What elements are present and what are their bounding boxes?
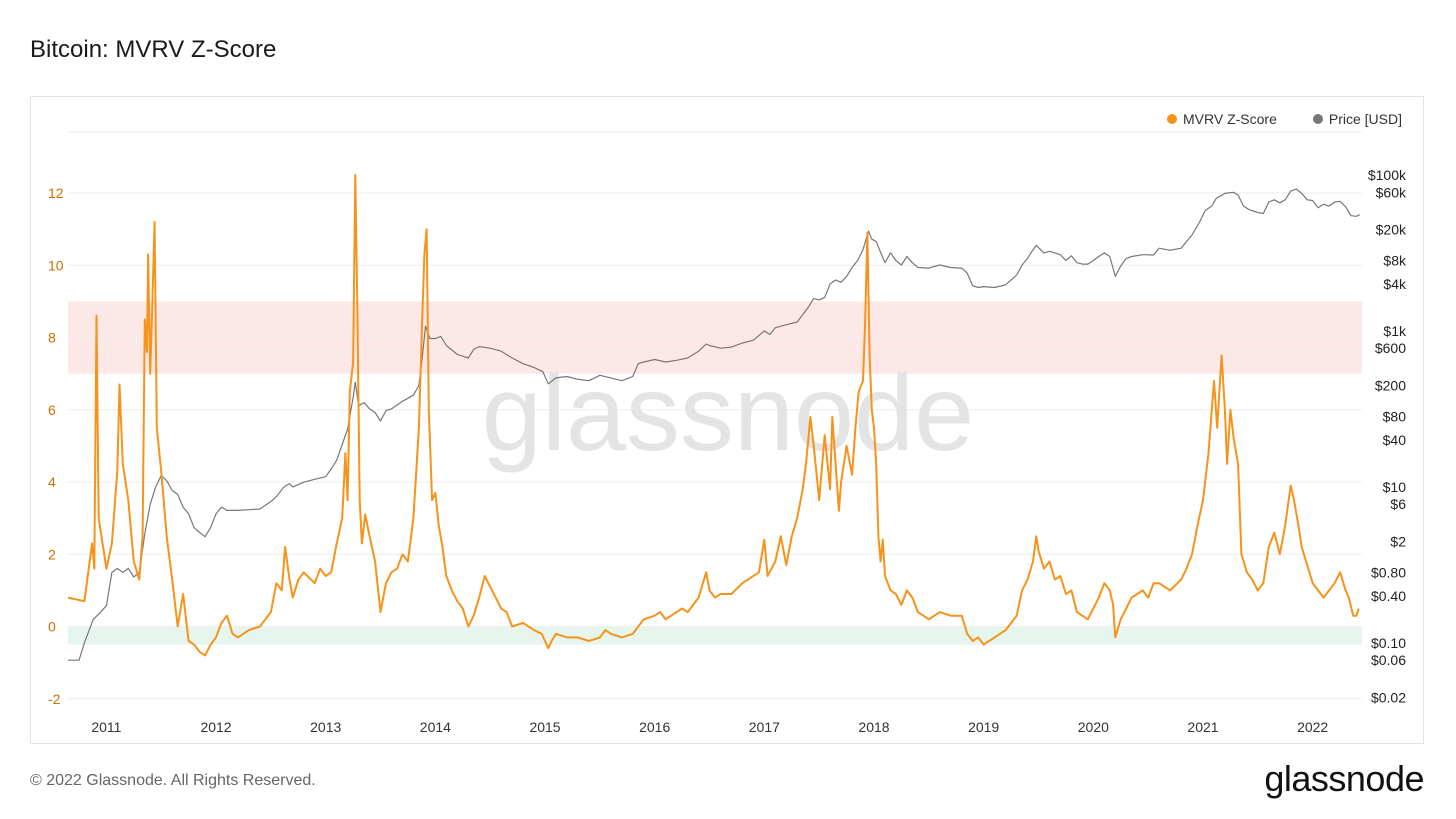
x-tick-label: 2014	[420, 719, 451, 735]
left-tick-label: 12	[48, 185, 64, 201]
right-tick-label: $0.02	[1371, 689, 1406, 705]
right-tick-label: $0.80	[1371, 564, 1406, 580]
right-tick-label: $0.06	[1371, 652, 1406, 668]
legend-label-zscore: MVRV Z-Score	[1183, 111, 1277, 127]
right-tick-label: $20k	[1376, 221, 1407, 237]
right-tick-label: $0.10	[1371, 635, 1406, 651]
right-tick-label: $100k	[1368, 167, 1407, 183]
left-tick-label: 2	[48, 546, 56, 562]
x-tick-label: 2018	[858, 719, 889, 735]
left-tick-label: 10	[48, 257, 64, 273]
right-tick-label: $40	[1383, 432, 1407, 448]
x-tick-label: 2011	[91, 719, 121, 735]
legend-item-zscore[interactable]: MVRV Z-Score	[1167, 111, 1277, 127]
legend-item-price[interactable]: Price [USD]	[1312, 111, 1402, 127]
right-tick-label: $60k	[1376, 184, 1407, 200]
series-layer	[67, 174, 1361, 661]
x-tick-label: 2017	[749, 719, 780, 735]
x-axis: 2011 2012 2013 2014 2015 2016 2017 2018 2019 2020…	[91, 719, 1328, 735]
brand-logo: glassnode	[1264, 758, 1424, 799]
left-tick-label: 6	[48, 402, 56, 418]
watermark: glassnode	[482, 352, 974, 473]
left-tick-label: 4	[48, 474, 56, 490]
legend-dot-price	[1312, 114, 1323, 124]
grid-layer	[68, 131, 1362, 700]
right-tick-label: $6	[1390, 496, 1406, 512]
legend-label-price: Price [USD]	[1328, 111, 1402, 127]
x-tick-label: 2013	[310, 719, 341, 735]
right-tick-label: $8k	[1383, 252, 1407, 268]
x-tick-label: 2012	[200, 719, 231, 735]
x-tick-label: 2015	[529, 719, 560, 735]
left-tick-label: 0	[48, 619, 56, 635]
right-tick-label: $200	[1375, 377, 1406, 393]
right-tick-label: $0.40	[1371, 588, 1406, 604]
mvrv-zscore-line	[67, 174, 1360, 657]
right-tick-label: $80	[1383, 408, 1407, 424]
x-tick-label: 2022	[1297, 719, 1328, 735]
right-axis: $100k$60k$20k$8k$4k$1k$600$200$80$40$10$…	[1368, 167, 1407, 705]
right-tick-label: $4k	[1383, 276, 1407, 292]
legend-dot-zscore	[1167, 114, 1177, 124]
left-tick-label: -2	[48, 691, 61, 707]
price-line	[68, 188, 1361, 661]
copyright: © 2022 Glassnode. All Rights Reserved.	[30, 772, 316, 789]
legend: MVRV Z-Score Price [USD]	[1167, 111, 1402, 127]
right-tick-label: $2	[1390, 533, 1406, 549]
right-tick-label: $10	[1383, 479, 1407, 495]
x-tick-label: 2016	[639, 719, 670, 735]
x-tick-label: 2021	[1187, 719, 1218, 735]
chart-panel	[30, 96, 1424, 744]
x-tick-label: 2019	[968, 719, 999, 735]
right-tick-label: $600	[1375, 340, 1406, 356]
x-tick-label: 2020	[1078, 719, 1109, 735]
right-tick-label: $1k	[1383, 323, 1407, 339]
band-undervalued	[68, 626, 1362, 645]
left-tick-label: 8	[48, 330, 56, 346]
left-axis: 12 10 8 6 4 2 0 -2	[48, 185, 64, 707]
page-title: Bitcoin: MVRV Z-Score	[30, 36, 277, 63]
